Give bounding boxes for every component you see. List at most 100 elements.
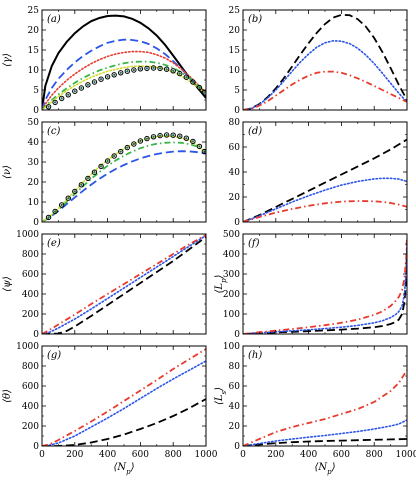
data-point [150, 134, 157, 140]
panel-label: (a) [47, 14, 61, 25]
y-axis-label: ⟨ν⟩ [2, 165, 13, 179]
panel-label: (c) [47, 126, 61, 137]
data-point-fill [198, 145, 201, 148]
x-tick-label: 200 [267, 450, 284, 460]
panel-e: 0 200 400 600 800 1000 (e) ⟨ψ⟩ [2, 230, 207, 340]
plot-frame [41, 345, 207, 447]
data-point-fill [80, 183, 83, 186]
y-tick-label: 200 [22, 422, 39, 432]
series-line-0 [243, 438, 407, 446]
data-point [111, 72, 117, 78]
data-point-fill [132, 68, 135, 72]
y-tick-label: 400 [22, 402, 39, 412]
y-tick-label: 500 [223, 230, 240, 240]
y-tick-label: 20 [229, 422, 241, 432]
data-point [78, 85, 85, 91]
data-point-fill [158, 134, 162, 137]
data-point [124, 144, 130, 151]
y-tick-label: 20 [28, 178, 40, 188]
x-tick-label: 1000 [396, 450, 416, 460]
y-tick-label: 5 [33, 86, 39, 96]
y-tick-label: 400 [22, 290, 39, 300]
data-point [98, 76, 104, 82]
data-point-fill [178, 135, 181, 138]
data-point [170, 68, 176, 74]
y-tick-label: 0 [33, 330, 39, 340]
series-line-2 [42, 50, 206, 110]
data-point-fill [145, 67, 149, 70]
data-point-fill [145, 137, 149, 140]
y-tick-label: 0 [234, 218, 240, 228]
y-tick-label: 600 [22, 270, 39, 280]
y-tick-label: 0 [33, 442, 39, 452]
panel-c: 0 10 20 30 40 50 (c) ⟨ν⟩ [2, 118, 207, 228]
data-point [157, 65, 163, 72]
series-group [42, 132, 206, 222]
data-point [190, 79, 196, 85]
series-line-0 [42, 150, 206, 222]
y-axis-label: ⟨γ⟩ [2, 53, 13, 67]
data-point [170, 132, 176, 138]
data-point-fill [191, 140, 194, 143]
x-tick-label: 800 [366, 450, 383, 460]
data-point-fill [54, 210, 57, 213]
y-tick-label: 800 [22, 362, 39, 372]
data-point-fill [152, 135, 155, 138]
data-point [144, 65, 150, 72]
data-point-fill [113, 154, 116, 158]
data-point-fill [93, 80, 96, 84]
y-tick-label: 80 [229, 362, 241, 372]
data-point [144, 135, 150, 142]
data-point-fill [152, 66, 155, 70]
data-point [91, 79, 98, 85]
y-tick-label: 80 [229, 118, 241, 128]
y-tick-label: 1000 [16, 230, 39, 240]
y-tick-label: 800 [22, 250, 39, 260]
series-line-0 [42, 14, 206, 110]
data-point [150, 65, 157, 71]
data-point-fill [54, 101, 57, 104]
y-tick-label: 15 [229, 46, 241, 56]
data-point-fill [119, 71, 122, 74]
data-point [85, 82, 91, 88]
data-point-fill [106, 75, 109, 78]
x-axis-label: ⟨Np⟩ [113, 462, 134, 476]
data-point-fill [172, 69, 175, 72]
y-tick-label: 200 [22, 310, 39, 320]
y-tick-label: 100 [223, 342, 240, 352]
data-point [137, 138, 144, 144]
data-point [163, 132, 170, 138]
data-point [177, 70, 183, 77]
data-point [196, 84, 203, 91]
data-point [98, 163, 104, 170]
data-point-fill [139, 67, 142, 70]
data-point-fill [119, 150, 122, 153]
series-group [42, 348, 206, 446]
panel-label: (e) [47, 238, 61, 249]
x-tick-label: 600 [333, 450, 350, 460]
panel-d: 0 20 40 60 80 (d) [229, 118, 408, 228]
y-tick-label: 40 [229, 168, 241, 178]
y-axis-label: ⟨ψ⟩ [2, 276, 13, 292]
data-point [52, 208, 58, 215]
data-point [183, 74, 190, 80]
y-tick-label: 40 [229, 402, 241, 412]
y-tick-label: 400 [223, 250, 240, 260]
x-tick-label: 800 [165, 450, 182, 460]
data-point-fill [172, 134, 175, 137]
panel-f: 0 100 200 300 400 500 (f) ⟨Lp⟩ [214, 230, 408, 340]
y-tick-label: 40 [28, 138, 40, 148]
data-point-fill [191, 80, 194, 84]
data-point [91, 169, 98, 175]
data-point-fill [139, 139, 142, 143]
data-point [72, 88, 78, 94]
plot-frame [41, 9, 207, 111]
data-point-fill [203, 150, 206, 153]
y-tick-label: 25 [28, 6, 40, 16]
series-line-2 [243, 369, 407, 446]
data-point [72, 188, 78, 195]
series-group [243, 237, 407, 334]
y-tick-label: 10 [229, 66, 241, 76]
data-point [163, 66, 170, 72]
y-tick-label: 50 [28, 118, 40, 128]
